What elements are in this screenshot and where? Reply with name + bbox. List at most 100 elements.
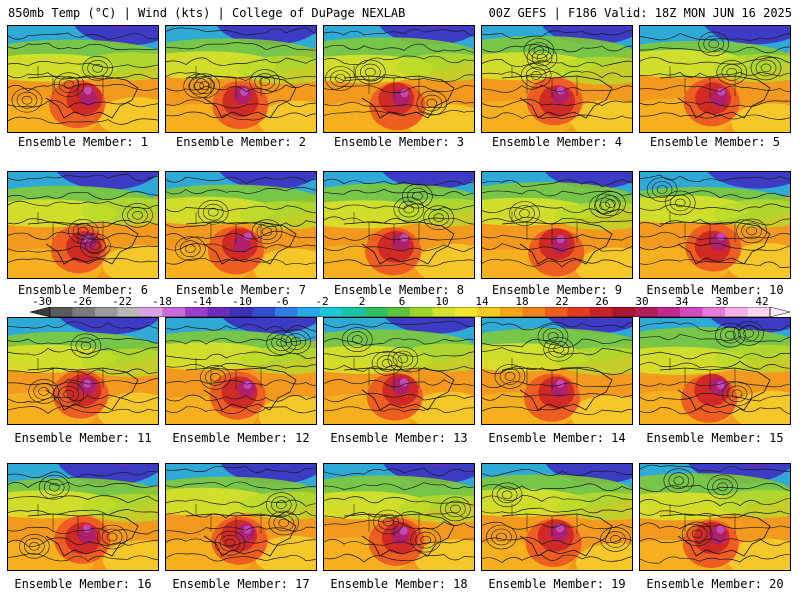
ensemble-member-label: Ensemble Member: 7 — [175, 283, 307, 297]
temperature-map-svg — [640, 172, 790, 278]
colorbar-tick-label: -26 — [72, 295, 92, 308]
colorbar-tick-label: 42 — [755, 295, 769, 308]
temperature-map-svg — [324, 172, 474, 278]
ensemble-member-map — [639, 171, 791, 279]
ensemble-member-label: Ensemble Member: 12 — [172, 431, 310, 445]
temperature-map-svg — [8, 26, 158, 132]
ensemble-member-label: Ensemble Member: 2 — [175, 135, 307, 149]
colorbar-tick-labels: -30 -26 -22 -18 -14 -10 -6 -2 2 6 10 14 18 22 26 30 34 38… — [0, 296, 800, 308]
colorbar-swatch — [455, 307, 478, 317]
colorbar-swatch — [95, 307, 118, 317]
colorbar-tick-label: 6 — [398, 295, 406, 308]
temperature-map-svg — [8, 318, 158, 424]
colorbar-tick-label: 22 — [555, 295, 569, 308]
colorbar-swatch — [680, 307, 703, 317]
ensemble-member-label: Ensemble Member: 18 — [330, 577, 468, 591]
ensemble-member-label: Ensemble Member: 4 — [491, 135, 623, 149]
temperature-map-svg — [640, 318, 790, 424]
colorbar-swatch — [342, 307, 366, 317]
temperature-map-svg — [324, 318, 474, 424]
colorbar-swatch — [320, 307, 343, 317]
temperature-map-svg — [166, 26, 316, 132]
ensemble-member-map — [639, 317, 791, 425]
colorbar-swatch — [275, 307, 298, 317]
colorbar-swatch — [72, 307, 96, 317]
colorbar-swatch — [252, 307, 276, 317]
ensemble-member-map — [7, 25, 159, 133]
temperature-map-svg — [166, 464, 316, 570]
colorbar-swatch — [185, 307, 208, 317]
ensemble-member-map — [323, 25, 475, 133]
colorbar-tick-label: -10 — [232, 295, 252, 308]
colorbar-tick-label: 10 — [435, 295, 449, 308]
ensemble-member-map — [323, 317, 475, 425]
colorbar-tick-label: 34 — [675, 295, 689, 308]
ensemble-member-map — [481, 317, 633, 425]
ensemble-member-label: Ensemble Member: 11 — [14, 431, 152, 445]
ensemble-member-map — [481, 25, 633, 133]
colorbar-tick-label: 18 — [515, 295, 529, 308]
colorbar-tick-label: -30 — [32, 295, 52, 308]
ensemble-member-map — [7, 317, 159, 425]
colorbar-swatch — [612, 307, 636, 317]
ensemble-member-label: Ensemble Member: 3 — [333, 135, 465, 149]
colorbar-tick-label: -2 — [315, 295, 329, 308]
model-run-info: 00Z GEFS | F186 Valid: 18Z MON JUN 16 20… — [488, 6, 792, 20]
temperature-map-svg — [640, 464, 790, 570]
temperature-map-svg — [482, 464, 632, 570]
colorbar-tick-label: -22 — [112, 295, 132, 308]
colorbar-swatch — [432, 307, 456, 317]
colorbar-tick-label: 2 — [358, 295, 366, 308]
colorbar-tick-label: -14 — [192, 295, 212, 308]
ensemble-member-label: Ensemble Member: 16 — [14, 577, 152, 591]
ensemble-member-label: Ensemble Member: 8 — [333, 283, 465, 297]
ensemble-member-map — [165, 463, 317, 571]
temperature-map-svg — [482, 318, 632, 424]
ensemble-member-map — [481, 171, 633, 279]
colorbar-swatch — [477, 307, 501, 317]
ensemble-member-label: Ensemble Member: 19 — [488, 577, 626, 591]
ensemble-member-map — [7, 171, 159, 279]
colorbar-swatch — [117, 307, 141, 317]
colorbar-swatch — [365, 307, 388, 317]
colorbar-swatch — [522, 307, 546, 317]
temperature-map-svg — [482, 172, 632, 278]
colorbar-swatch — [567, 307, 591, 317]
ensemble-member-label: Ensemble Member: 10 — [646, 283, 784, 297]
colorbar-max-arrow — [769, 307, 790, 317]
temperature-map-svg — [166, 318, 316, 424]
ensemble-member-label: Ensemble Member: 6 — [17, 283, 149, 297]
temperature-map-svg — [166, 172, 316, 278]
ensemble-member-label: Ensemble Member: 5 — [649, 135, 781, 149]
ensemble-member-label: Ensemble Member: 17 — [172, 577, 310, 591]
colorbar-swatch — [635, 307, 658, 317]
ensemble-member-label: Ensemble Member: 14 — [488, 431, 626, 445]
colorbar-tick-label: 14 — [475, 295, 489, 308]
colorbar-swatch — [545, 307, 568, 317]
temperature-map-svg — [8, 464, 158, 570]
colorbar-frame — [49, 307, 771, 317]
colorbar-swatch — [702, 307, 726, 317]
ensemble-member-map — [323, 463, 475, 571]
colorbar-tick-label: -6 — [275, 295, 289, 308]
colorbar-swatch — [657, 307, 681, 317]
colorbar-swatch — [410, 307, 433, 317]
colorbar-swatch — [297, 307, 321, 317]
ensemble-member-map — [165, 171, 317, 279]
ensemble-member-map — [165, 25, 317, 133]
ensemble-member-map — [639, 463, 791, 571]
colorbar-swatch — [50, 307, 73, 317]
colorbar-swatch — [230, 307, 253, 317]
colorbar-swatch — [387, 307, 411, 317]
ensemble-member-map — [323, 171, 475, 279]
temperature-colorbar — [30, 307, 790, 317]
colorbar-tick-label: 30 — [635, 295, 649, 308]
colorbar-swatch — [207, 307, 231, 317]
temperature-map-svg — [324, 464, 474, 570]
ensemble-member-map — [481, 463, 633, 571]
ensemble-member-label: Ensemble Member: 20 — [646, 577, 784, 591]
colorbar-tick-label: 38 — [715, 295, 729, 308]
colorbar-tick-label: 26 — [595, 295, 609, 308]
ensemble-member-map — [165, 317, 317, 425]
